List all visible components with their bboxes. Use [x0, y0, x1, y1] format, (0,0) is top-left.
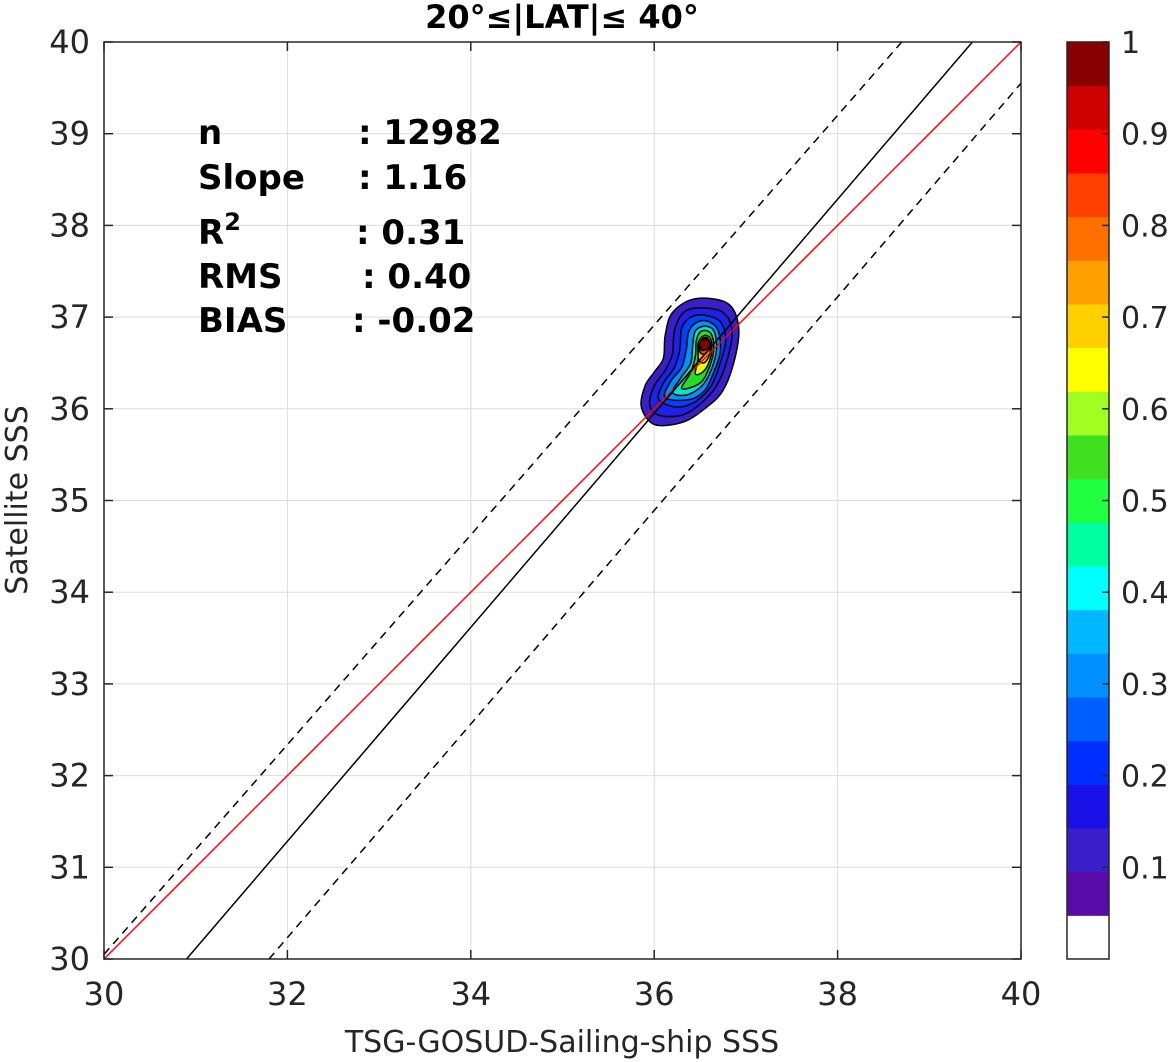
colorbar-segment [1067, 129, 1109, 174]
colorbar-segment [1067, 347, 1109, 392]
colorbar-segment [1067, 653, 1109, 698]
regression-line [185, 42, 973, 959]
colorbar-tick-label: 0.2 [1121, 760, 1169, 795]
y-tick-label: 34 [49, 573, 90, 611]
colorbar-segment [1067, 260, 1109, 305]
colorbar-tick-label: 0.6 [1121, 393, 1169, 428]
statistics-annotation: n : 12982 Slope : 1.16 R2 : 0.31 RMS : 0.40 BIAS… [198, 113, 502, 341]
one-to-one-line [104, 42, 1021, 959]
colorbar-segment [1067, 740, 1109, 785]
colorbar: 0.1 0.2 0.3 0.4 0.5 0.6 0.7 0.8 0.9 1 [1066, 26, 1169, 960]
lower-bound-line [268, 82, 1021, 959]
chart-title: 20°≤|LAT|≤ 40° [425, 0, 699, 37]
colorbar-segment [1067, 42, 1109, 87]
colorbar-segment [1067, 871, 1109, 916]
colorbar-segment [1067, 828, 1109, 873]
y-tick-label: 37 [49, 298, 90, 336]
colorbar-tick-label: 0.9 [1121, 118, 1169, 153]
axes: 30 32 34 36 38 40 30 31 32 33 34 35 36 37 38 39 40 [49, 23, 1041, 1013]
colorbar-segment [1067, 697, 1109, 742]
colorbar-segment [1067, 173, 1109, 218]
colorbar-segment [1067, 784, 1109, 829]
colorbar-segment [1067, 522, 1109, 567]
x-axis-label: TSG-GOSUD-Sailing-ship SSS [344, 1025, 779, 1060]
stat-value: : 0.31 [356, 213, 465, 253]
y-tick-label: 40 [49, 23, 90, 61]
stat-label: n [198, 113, 222, 153]
x-tick-label: 34 [450, 975, 491, 1013]
colorbar-segment [1067, 85, 1109, 130]
colorbar-segment [1067, 915, 1109, 960]
colorbar-segment [1067, 304, 1109, 349]
x-tick-label: 38 [817, 975, 858, 1013]
colorbar-tick-label: 0.4 [1121, 576, 1169, 611]
stat-label: Slope [198, 158, 305, 198]
x-tick-label: 32 [267, 975, 308, 1013]
colorbar-tick-label: 0.3 [1121, 668, 1169, 703]
x-tick-label: 30 [84, 975, 125, 1013]
colorbar-segment [1067, 216, 1109, 261]
y-tick-label: 38 [49, 206, 90, 244]
reference-lines [104, 42, 1021, 959]
x-tick-label: 40 [1001, 975, 1042, 1013]
grid [103, 41, 1022, 960]
y-tick-label: 32 [49, 757, 90, 795]
stat-value: : 0.40 [362, 257, 471, 297]
stat-value: : 1.16 [358, 158, 467, 198]
colorbar-segment [1067, 609, 1109, 654]
upper-bound-line [104, 42, 903, 955]
colorbar-tick-label: 1 [1121, 26, 1140, 61]
y-tick-label: 35 [49, 482, 90, 520]
colorbar-segment [1067, 435, 1109, 480]
colorbar-tick-label: 0.8 [1121, 209, 1169, 244]
colorbar-segment [1067, 566, 1109, 611]
y-tick-label: 33 [49, 665, 90, 703]
stat-label: R2 [198, 208, 241, 253]
y-tick-label: 31 [49, 848, 90, 886]
x-tick-label: 36 [634, 975, 675, 1013]
stat-label: BIAS [198, 301, 287, 341]
stat-value: : 12982 [358, 113, 502, 153]
density-peak [699, 339, 711, 351]
colorbar-segment [1067, 391, 1109, 436]
y-tick-label: 39 [49, 115, 90, 153]
colorbar-tick-label: 0.7 [1121, 301, 1169, 336]
stat-label: RMS [198, 257, 283, 297]
y-tick-label: 30 [49, 940, 90, 978]
colorbar-tick-label: 0.1 [1121, 851, 1169, 886]
y-axis-label: Satellite SSS [0, 405, 35, 595]
y-tick-label: 36 [49, 390, 90, 428]
colorbar-tick-label: 0.5 [1121, 485, 1169, 520]
stat-value: : -0.02 [352, 301, 475, 341]
